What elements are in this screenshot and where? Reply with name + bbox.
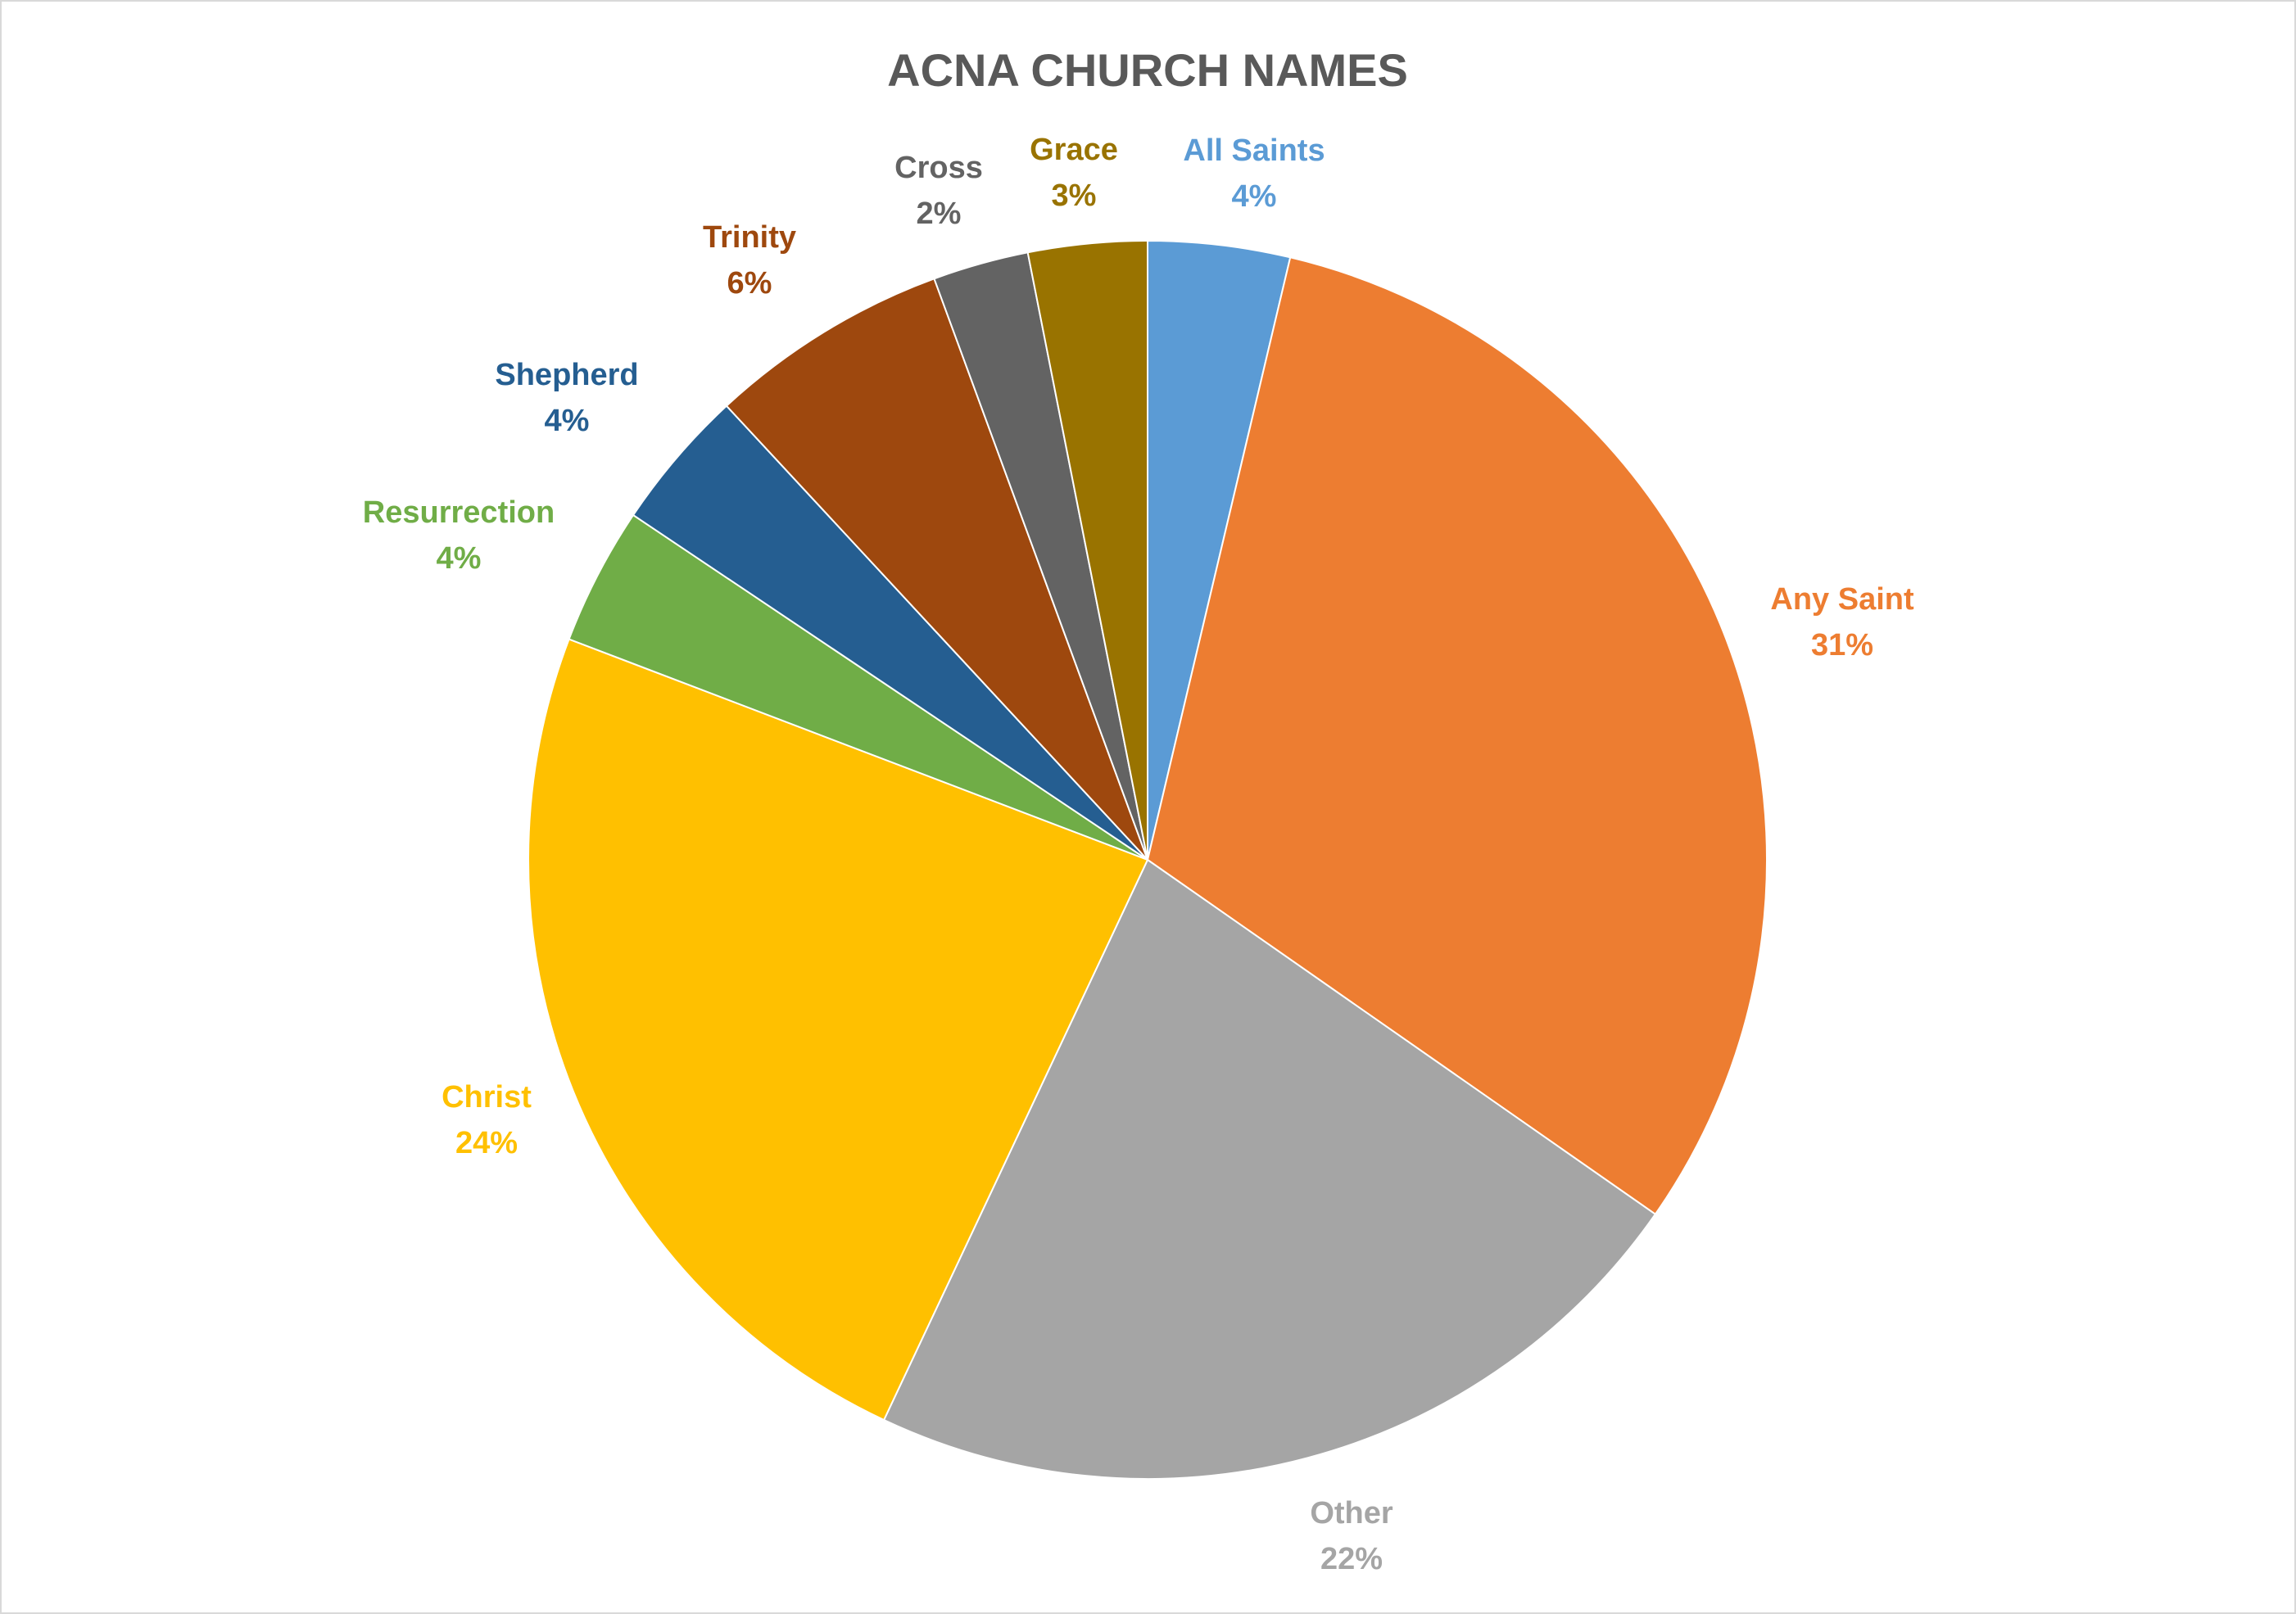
data-label-resurrection: Resurrection 4%: [363, 495, 555, 576]
data-label-shepherd: Shepherd 4%: [495, 358, 638, 438]
data-label-percent: 31%: [1811, 628, 1873, 662]
data-label-category: Christ: [442, 1080, 532, 1114]
data-label-percent: 6%: [727, 266, 772, 301]
data-label-other: Other 22%: [1310, 1496, 1393, 1576]
data-label-trinity: Trinity 6%: [703, 220, 796, 301]
data-label-category: Any Saint: [1770, 582, 1914, 617]
data-label-christ: Christ 24%: [442, 1080, 532, 1160]
data-label-percent: 2%: [917, 197, 962, 231]
data-label-category: Other: [1310, 1496, 1393, 1530]
pie-slice-any-saint: [1146, 256, 1768, 1216]
data-label-category: All Saints: [1183, 133, 1325, 168]
data-label-percent: 4%: [1232, 179, 1277, 214]
pie-slice-other: [882, 858, 1657, 1480]
data-label-percent: 24%: [455, 1126, 518, 1160]
data-label-percent: 4%: [545, 404, 590, 438]
data-label-percent: 3%: [1052, 179, 1097, 213]
pie-slice-grace: [1026, 239, 1148, 861]
data-label-category: Shepherd: [495, 358, 638, 392]
pie-slice-christ: [528, 638, 1149, 1422]
pie-labels: All Saints 4% Any Saint 31% Other 22% Christ 24…: [363, 133, 1914, 1576]
pie-slice-trinity: [725, 278, 1148, 861]
data-label-category: Trinity: [703, 220, 796, 255]
data-label-percent: 22%: [1320, 1542, 1383, 1576]
data-label-all-saints: All Saints 4%: [1183, 133, 1325, 214]
pie-slices: [528, 239, 1768, 1480]
data-label-cross: Cross 2%: [894, 151, 983, 231]
data-label-category: Grace: [1030, 133, 1118, 167]
data-label-grace: Grace 3%: [1030, 133, 1118, 213]
data-label-category: Resurrection: [363, 495, 555, 530]
data-label-any-saint: Any Saint 31%: [1770, 582, 1914, 662]
chart-title: ACNA CHURCH NAMES: [887, 44, 1408, 96]
data-label-category: Cross: [894, 151, 983, 185]
data-label-percent: 4%: [437, 541, 482, 576]
